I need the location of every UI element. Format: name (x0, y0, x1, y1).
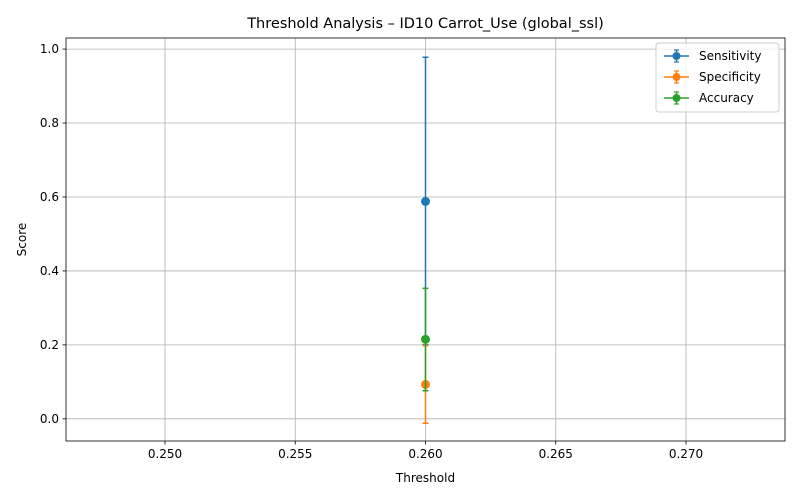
chart-title: Threshold Analysis – ID10 Carrot_Use (gl… (246, 16, 604, 32)
legend-box (655, 42, 780, 113)
accuracy-legend-label: Accuracy (699, 91, 754, 105)
x-tick-label: 0.260 (408, 447, 442, 461)
specificity-legend-marker (672, 73, 681, 81)
y-tick-label: 0.4 (40, 264, 59, 278)
y-tick-label: 0.8 (40, 116, 59, 130)
x-tick-label: 0.255 (278, 447, 312, 461)
x-tick-label: 0.265 (539, 447, 573, 461)
plot-marks (421, 56, 430, 425)
x-axis-label: Threshold (395, 471, 455, 485)
y-axis-label: Score (15, 223, 29, 257)
y-tick-label: 0.2 (40, 338, 59, 352)
y-tick-label: 0.0 (40, 412, 59, 426)
y-tick-label: 0.6 (40, 190, 59, 204)
y-tick-label: 1.0 (40, 42, 59, 56)
sensitivity-legend-marker (672, 52, 681, 60)
legend: Sensitivity Specificity Accuracy (655, 42, 780, 113)
axis-ticks: 0.250 0.255 0.260 0.265 0.270 0.0 0.2 0.4 0.6 0.8… (40, 42, 703, 461)
x-tick-label: 0.270 (669, 447, 703, 461)
sensitivity-legend-label: Sensitivity (699, 49, 761, 63)
sensitivity-point (421, 196, 430, 206)
specificity-legend-label: Specificity (699, 70, 761, 84)
x-tick-label: 0.250 (148, 447, 182, 461)
accuracy-legend-marker (672, 94, 681, 102)
accuracy-point (421, 334, 430, 344)
